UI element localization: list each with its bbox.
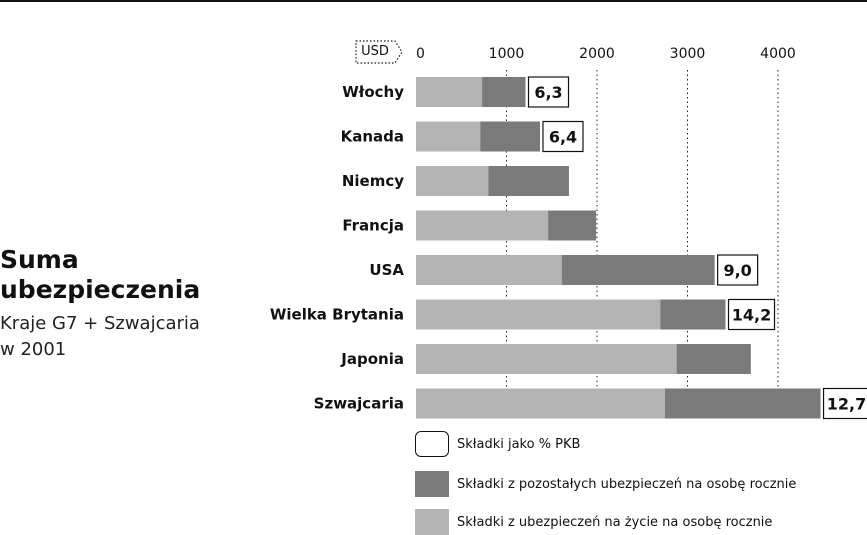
gdp-share-label: 6,3 (534, 83, 562, 102)
x-tick-label: 1000 (489, 46, 525, 62)
gdp-share-label: 12,7 (827, 395, 866, 414)
legend-label-life: Składki z ubezpieczeń na życie na osobę … (457, 514, 773, 530)
bar-life (416, 388, 665, 419)
title-line-1: Suma (0, 245, 79, 274)
legend-label-other: Składki z pozostałych ubezpieczeń na oso… (457, 476, 797, 492)
gdp-share-label: 14,2 (732, 306, 771, 325)
category-label: Szwajcaria (314, 395, 404, 413)
bar-other (660, 299, 726, 330)
x-tick-label: 0 (416, 46, 425, 62)
legend-swatch-box (415, 431, 449, 457)
bar-other (676, 344, 751, 374)
chart-title: Suma ubezpieczenia (0, 245, 200, 305)
gdp-share-box (542, 120, 584, 153)
gdp-share-box (527, 76, 570, 108)
bar-layer (416, 76, 867, 420)
legend-swatch-light (415, 509, 449, 535)
bar-other (480, 121, 540, 152)
legend-item-other: Składki z pozostałych ubezpieczeń na oso… (415, 471, 796, 497)
bar-life (416, 166, 489, 196)
bar-life (416, 344, 677, 374)
legend-item-gdp-share: Składki jako % PKB (415, 431, 580, 457)
unit-tag: USD (355, 40, 403, 64)
gdp-share-label: 6,4 (549, 128, 577, 147)
top-rule (0, 0, 867, 2)
bar-other (548, 210, 597, 241)
grid-layer (506, 70, 779, 390)
legend-label-gdp-share: Składki jako % PKB (457, 436, 581, 452)
category-label: Wielka Brytania (270, 306, 404, 324)
gdp-share-box (822, 387, 867, 420)
category-label: Niemcy (342, 172, 404, 190)
x-tick-label: 3000 (670, 46, 706, 62)
category-label: USA (369, 261, 404, 279)
gdp-share-box (727, 298, 776, 331)
bar-other (482, 77, 526, 107)
bar-life (416, 255, 562, 285)
bar-other (488, 166, 569, 196)
category-label: Japonia (340, 350, 404, 368)
bar-life (416, 210, 549, 241)
unit-tag-shape (355, 40, 403, 64)
unit-label: USD (361, 44, 389, 59)
bar-life (416, 77, 483, 107)
chart-subtitle: Kraje G7 + Szwajcaria w 2001 (0, 311, 200, 363)
bar-life (416, 121, 481, 152)
label-layer: 0 1000 2000 3000 4000 Włochy 6,3 Kanada 6,4 Niemc… (270, 46, 866, 414)
title-block: Suma ubezpieczenia Kraje G7 + Szwajcaria… (0, 245, 200, 363)
category-label: Kanada (341, 128, 404, 146)
subtitle-line-1: Kraje G7 + Szwajcaria (0, 313, 200, 334)
x-tick-label: 4000 (760, 46, 796, 62)
subtitle-line-2: w 2001 (0, 339, 67, 360)
bar-other (664, 388, 821, 419)
category-label: Francja (342, 217, 404, 235)
category-label: Włochy (342, 83, 404, 101)
bar-other (561, 255, 715, 285)
legend-swatch-dark (415, 471, 449, 497)
x-tick-label: 2000 (579, 46, 615, 62)
gdp-share-label: 9,0 (723, 261, 751, 280)
gdp-share-box (717, 254, 759, 286)
bar-life (416, 299, 661, 330)
legend-item-life: Składki z ubezpieczeń na życie na osobę … (415, 509, 772, 535)
title-line-2: ubezpieczenia (0, 275, 201, 304)
